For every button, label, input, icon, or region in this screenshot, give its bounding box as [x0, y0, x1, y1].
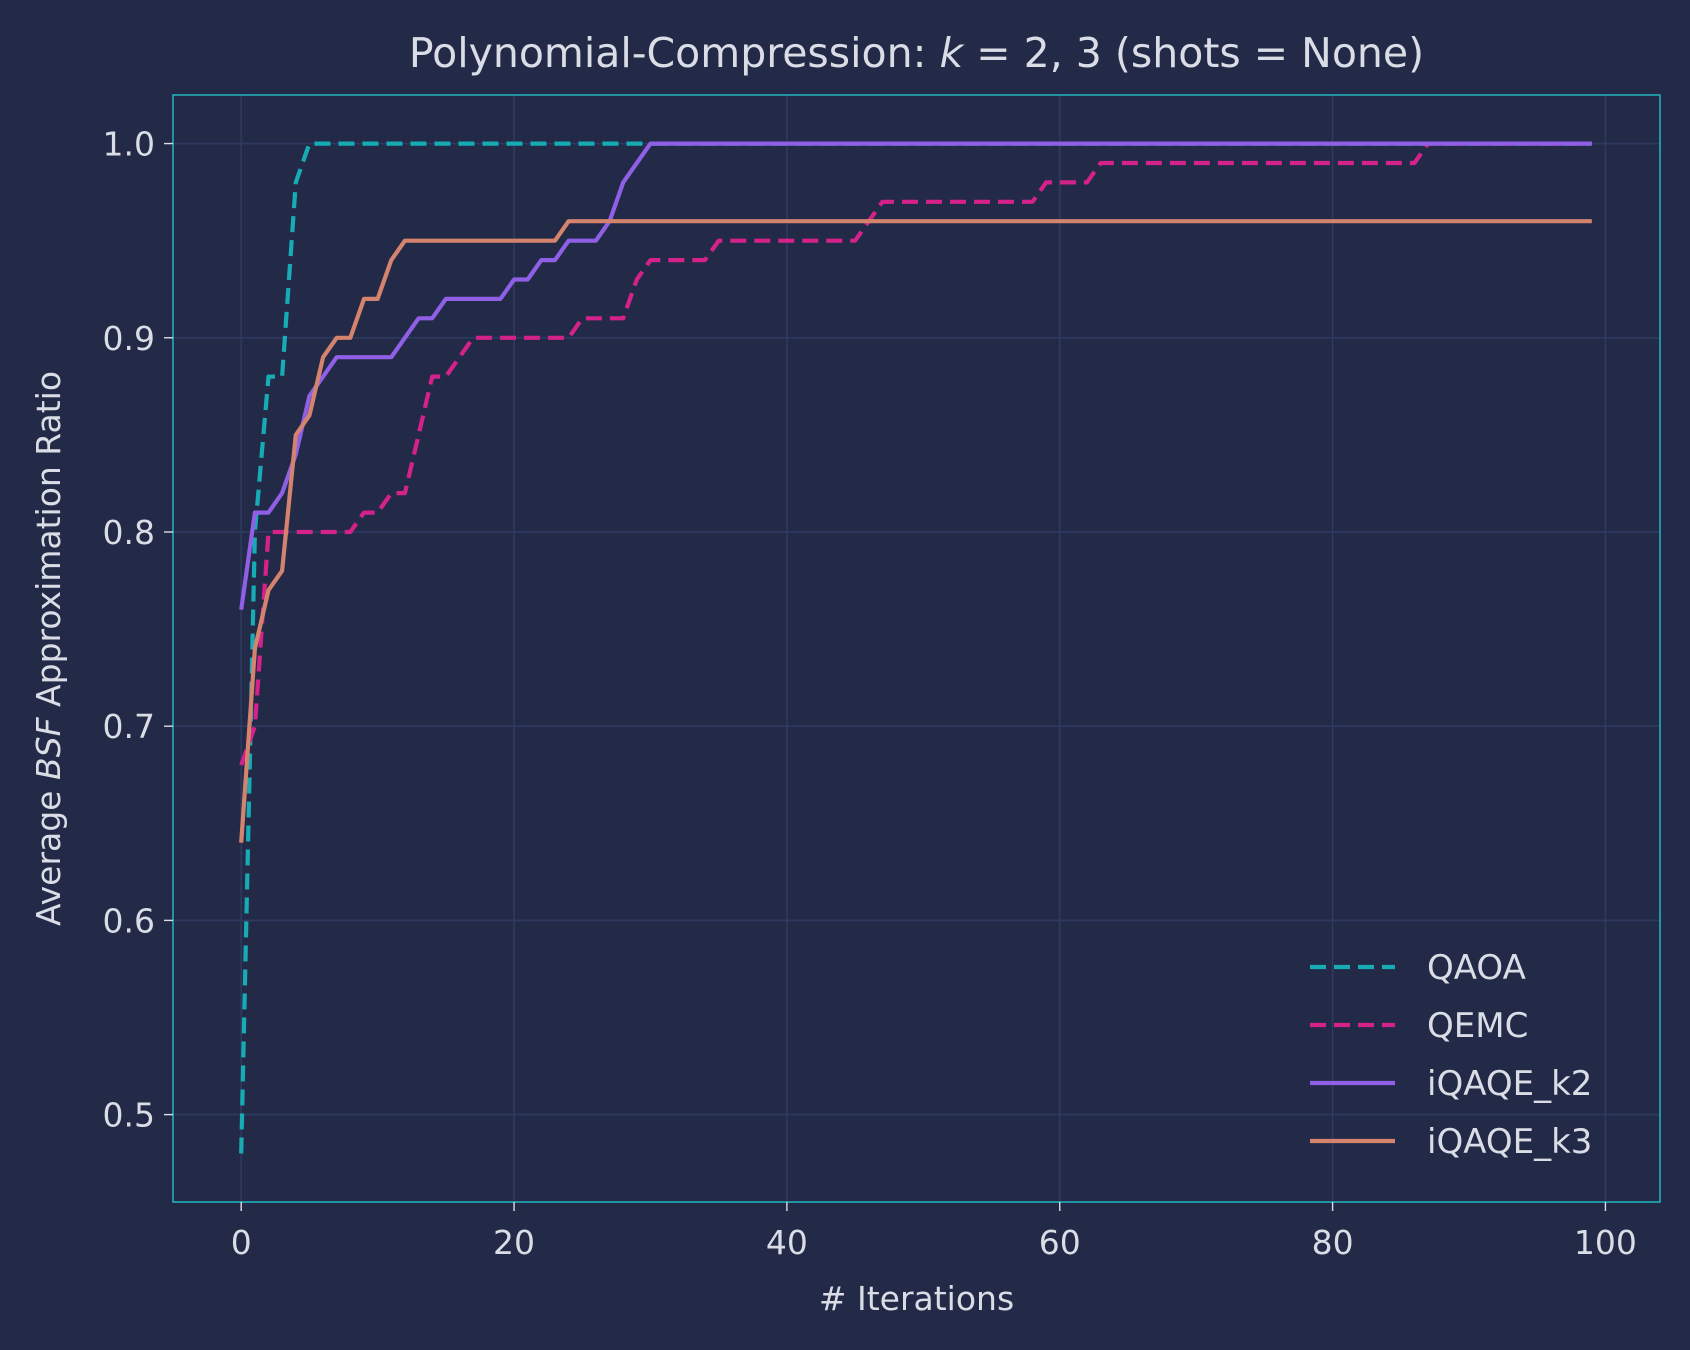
plot-frame [172, 94, 1661, 1203]
series-line-iqaqe-k3 [239, 219, 1592, 843]
y-tick-label: 0.8 [103, 513, 155, 552]
grid [173, 95, 1660, 1202]
x-tick-label: 40 [766, 1223, 808, 1262]
x-tick-label: 0 [231, 1223, 252, 1262]
tick-group: 0 20 40 60 80 100 0.5 0.6 0.7 0.8 0.9 1.0 [103, 125, 1637, 1262]
series-group [239, 141, 1592, 1154]
y-tick-label: 1.0 [103, 125, 155, 164]
legend-label: QEMC [1427, 1006, 1528, 1046]
x-tick-label: 60 [1039, 1223, 1081, 1262]
x-axis-label: # Iterations [819, 1279, 1014, 1318]
y-axis-label: Average BSF Approximation Ratio [29, 371, 68, 926]
legend-label: iQAQE_k2 [1427, 1064, 1592, 1104]
x-tick-label: 80 [1312, 1223, 1354, 1262]
legend-label: QAOA [1427, 948, 1526, 988]
y-tick-label: 0.6 [103, 901, 155, 940]
x-tick-label: 20 [493, 1223, 535, 1262]
legend: QAOA QEMC iQAQE_k2 iQAQE_k3 [1310, 948, 1592, 1162]
x-tick-label: 100 [1574, 1223, 1637, 1262]
y-tick-label: 0.7 [103, 707, 155, 746]
legend-label: iQAQE_k3 [1427, 1122, 1592, 1162]
y-tick-label: 0.9 [103, 319, 155, 358]
y-tick-label: 0.5 [103, 1096, 155, 1135]
chart-title: Polynomial-Compression: k = 2, 3 (shots … [409, 29, 1424, 77]
